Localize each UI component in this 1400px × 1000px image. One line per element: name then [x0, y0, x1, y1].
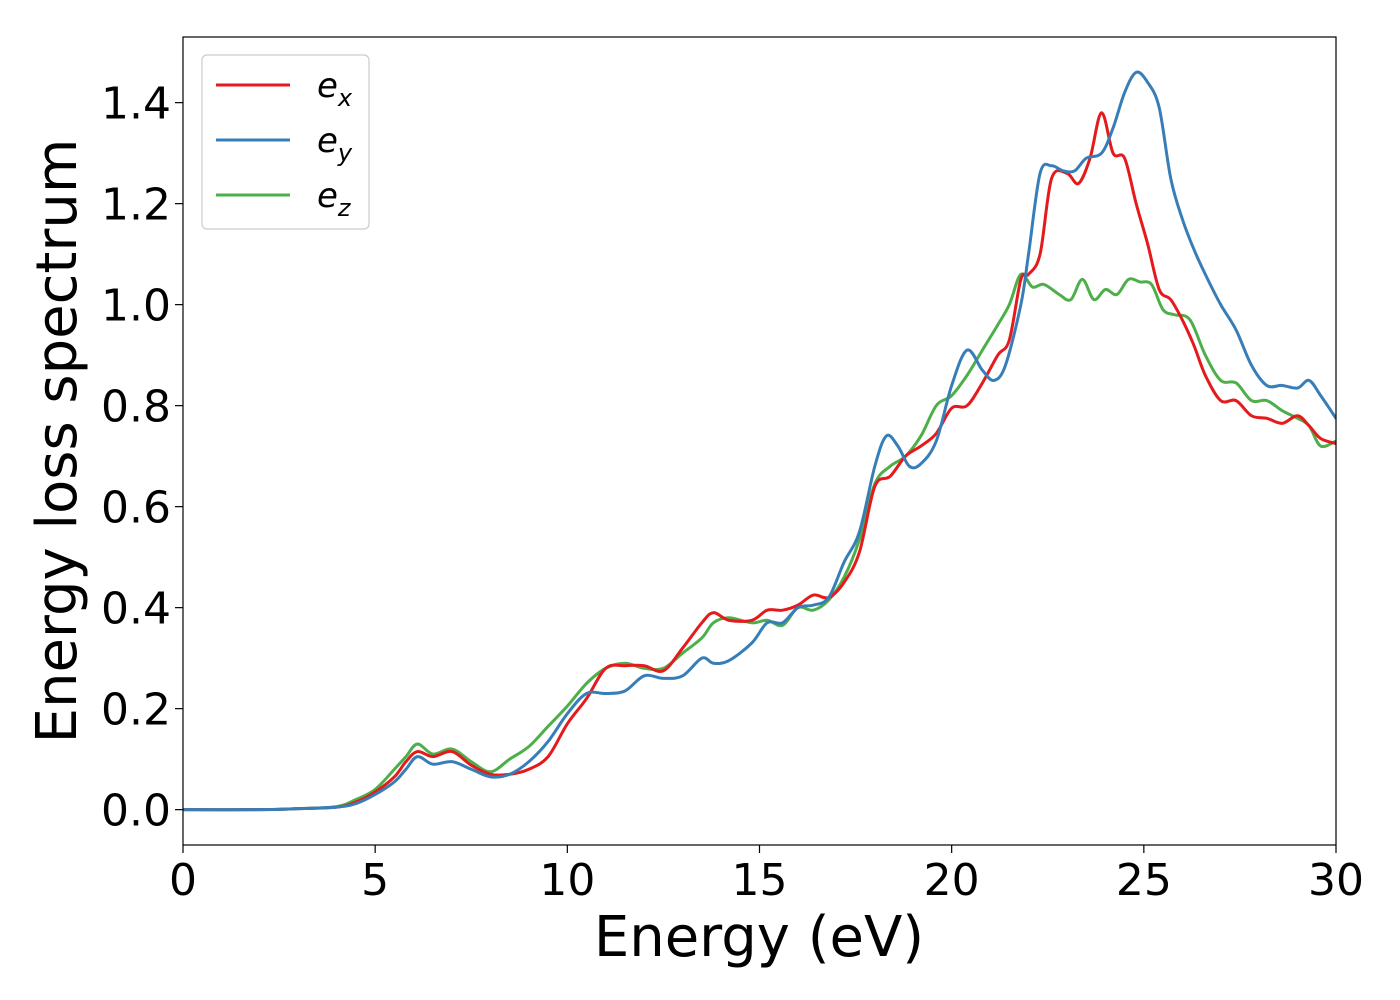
x-axis-label: Energy (eV) [594, 905, 924, 970]
y-tick-label: 1.4 [101, 79, 171, 130]
legend-label-e-z: ez [317, 176, 352, 222]
y-tick-label: 0.0 [101, 786, 171, 837]
x-tick-label: 15 [732, 855, 788, 906]
series-line-e-y [183, 70, 1336, 812]
x-tick-label: 0 [169, 855, 197, 906]
x-tick-label: 10 [539, 855, 595, 906]
y-axis-ticks: 0.0 0.2 0.4 0.6 0.8 1.0 1.2 1.4 [101, 79, 183, 837]
y-tick-label: 0.8 [101, 382, 171, 433]
x-tick-label: 30 [1308, 855, 1364, 906]
legend-label-e-x: ex [317, 66, 353, 112]
y-tick-label: 0.4 [101, 584, 171, 635]
y-tick-label: 1.0 [101, 281, 171, 332]
y-tick-label: 0.2 [101, 685, 171, 736]
series-line-e-x [183, 111, 1336, 812]
legend-label-e-y: ey [317, 121, 353, 167]
x-tick-label: 5 [361, 855, 389, 906]
x-tick-label: 25 [1116, 855, 1172, 906]
y-tick-label: 1.2 [101, 180, 171, 231]
plot-area [183, 70, 1336, 812]
y-axis-label: Energy loss spectrum [25, 139, 90, 744]
legend: ex ey ez [201, 54, 370, 230]
plot-frame [182, 36, 1337, 846]
x-axis-ticks: 0 5 10 15 20 25 30 [169, 845, 1364, 906]
legend-box [201, 54, 370, 230]
y-tick-label: 0.6 [101, 483, 171, 534]
x-tick-label: 20 [924, 855, 980, 906]
